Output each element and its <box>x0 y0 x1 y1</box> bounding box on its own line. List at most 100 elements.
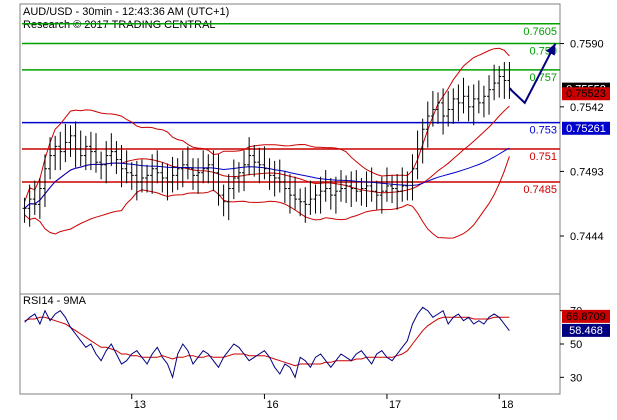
candle <box>32 180 37 215</box>
candle <box>502 62 507 99</box>
candle <box>129 162 134 190</box>
chart-title: AUD/USD - 30min - 12:43:36 AM (UTC+1) <box>23 6 229 18</box>
candle <box>165 163 170 201</box>
price-tick-label: 0.7590 <box>570 39 604 51</box>
projection-line <box>508 43 557 105</box>
candle <box>68 125 73 157</box>
rsi-ma-line <box>24 316 510 367</box>
candle <box>446 91 451 127</box>
price-marker-0.75523: 0.75523 <box>562 87 610 101</box>
rsi-line <box>24 306 510 380</box>
candle <box>497 65 502 98</box>
candle <box>364 171 369 207</box>
candle <box>196 158 201 194</box>
price-y-axis: 0.7590 0.7542 0.7493 0.7444 <box>560 39 604 243</box>
candle <box>236 162 241 193</box>
candle <box>277 159 282 193</box>
candle <box>53 135 58 171</box>
price-tick-label: 0.7444 <box>570 231 604 243</box>
level-label-0.751: 0.751 <box>529 151 557 163</box>
candle <box>160 162 165 193</box>
candle <box>430 91 435 127</box>
price-marker-box <box>562 87 610 101</box>
candle <box>73 121 78 168</box>
candle <box>201 150 206 184</box>
candle <box>441 88 446 135</box>
candle <box>333 176 338 214</box>
candle <box>94 133 99 173</box>
x-tick-label-16: 16 <box>266 399 278 411</box>
candle <box>185 146 190 180</box>
candle <box>349 171 354 207</box>
candle <box>88 131 93 171</box>
candle <box>145 164 150 193</box>
candle <box>211 150 216 192</box>
candle <box>150 154 155 194</box>
price-marker-label: 0.75261 <box>566 123 606 135</box>
candle <box>83 135 88 171</box>
price-marker-label: 0.75523 <box>566 88 606 100</box>
candle <box>435 92 440 124</box>
candle <box>37 178 42 219</box>
bollinger-lower <box>24 156 510 239</box>
rsi-marker-box <box>562 309 610 323</box>
candle <box>487 75 492 115</box>
candle <box>282 171 287 204</box>
candles-layer <box>22 62 512 227</box>
candle <box>134 160 139 201</box>
candle <box>272 160 277 197</box>
level-label-0.7485: 0.7485 <box>523 184 557 196</box>
candle <box>190 158 195 190</box>
candle <box>390 175 395 204</box>
candle <box>221 184 226 217</box>
candle <box>395 174 400 210</box>
candle <box>481 85 486 118</box>
price-tick-label: 0.7542 <box>570 102 604 114</box>
candle <box>252 145 257 177</box>
rsi-marker-58.468: 58.468 <box>562 323 610 337</box>
candle <box>415 130 420 180</box>
candle <box>359 178 364 206</box>
candle <box>139 159 144 193</box>
candle <box>242 150 247 192</box>
candle <box>109 133 114 167</box>
candle <box>155 150 160 184</box>
candle <box>379 176 384 214</box>
x-axis: 13 16 17 18 <box>131 394 513 411</box>
candle <box>451 88 456 124</box>
level-label-0.7605: 0.7605 <box>523 26 557 38</box>
candle <box>114 141 119 175</box>
candle <box>410 154 415 201</box>
candle <box>58 131 63 171</box>
candle <box>175 158 180 190</box>
candle <box>206 154 211 184</box>
candle <box>369 167 374 202</box>
candle <box>425 101 430 148</box>
candle <box>471 84 476 126</box>
level-label-0.753: 0.753 <box>529 125 557 137</box>
candle <box>78 130 83 167</box>
candle <box>42 154 47 207</box>
rsi-tick-label: 50 <box>570 339 582 351</box>
chart-subtitle: Research © 2017 TRADING CENTRAL <box>23 19 216 31</box>
candle <box>308 180 313 215</box>
candle <box>247 137 252 176</box>
x-tick-label-13: 13 <box>134 399 146 411</box>
candle <box>287 174 292 214</box>
rsi-panel-title: RSI14 - 9MA <box>23 295 87 307</box>
candle <box>461 77 466 114</box>
candle <box>216 154 221 206</box>
candle <box>124 150 129 184</box>
projection-arrow <box>508 43 557 105</box>
candle <box>293 176 298 210</box>
candle <box>384 167 389 202</box>
candle <box>466 85 471 122</box>
x-tick-label-17: 17 <box>389 399 401 411</box>
x-tick-label-18: 18 <box>501 399 513 411</box>
candle <box>99 151 104 180</box>
rsi-tick-label: 30 <box>570 372 582 384</box>
candle <box>420 118 425 164</box>
candle <box>476 80 481 114</box>
